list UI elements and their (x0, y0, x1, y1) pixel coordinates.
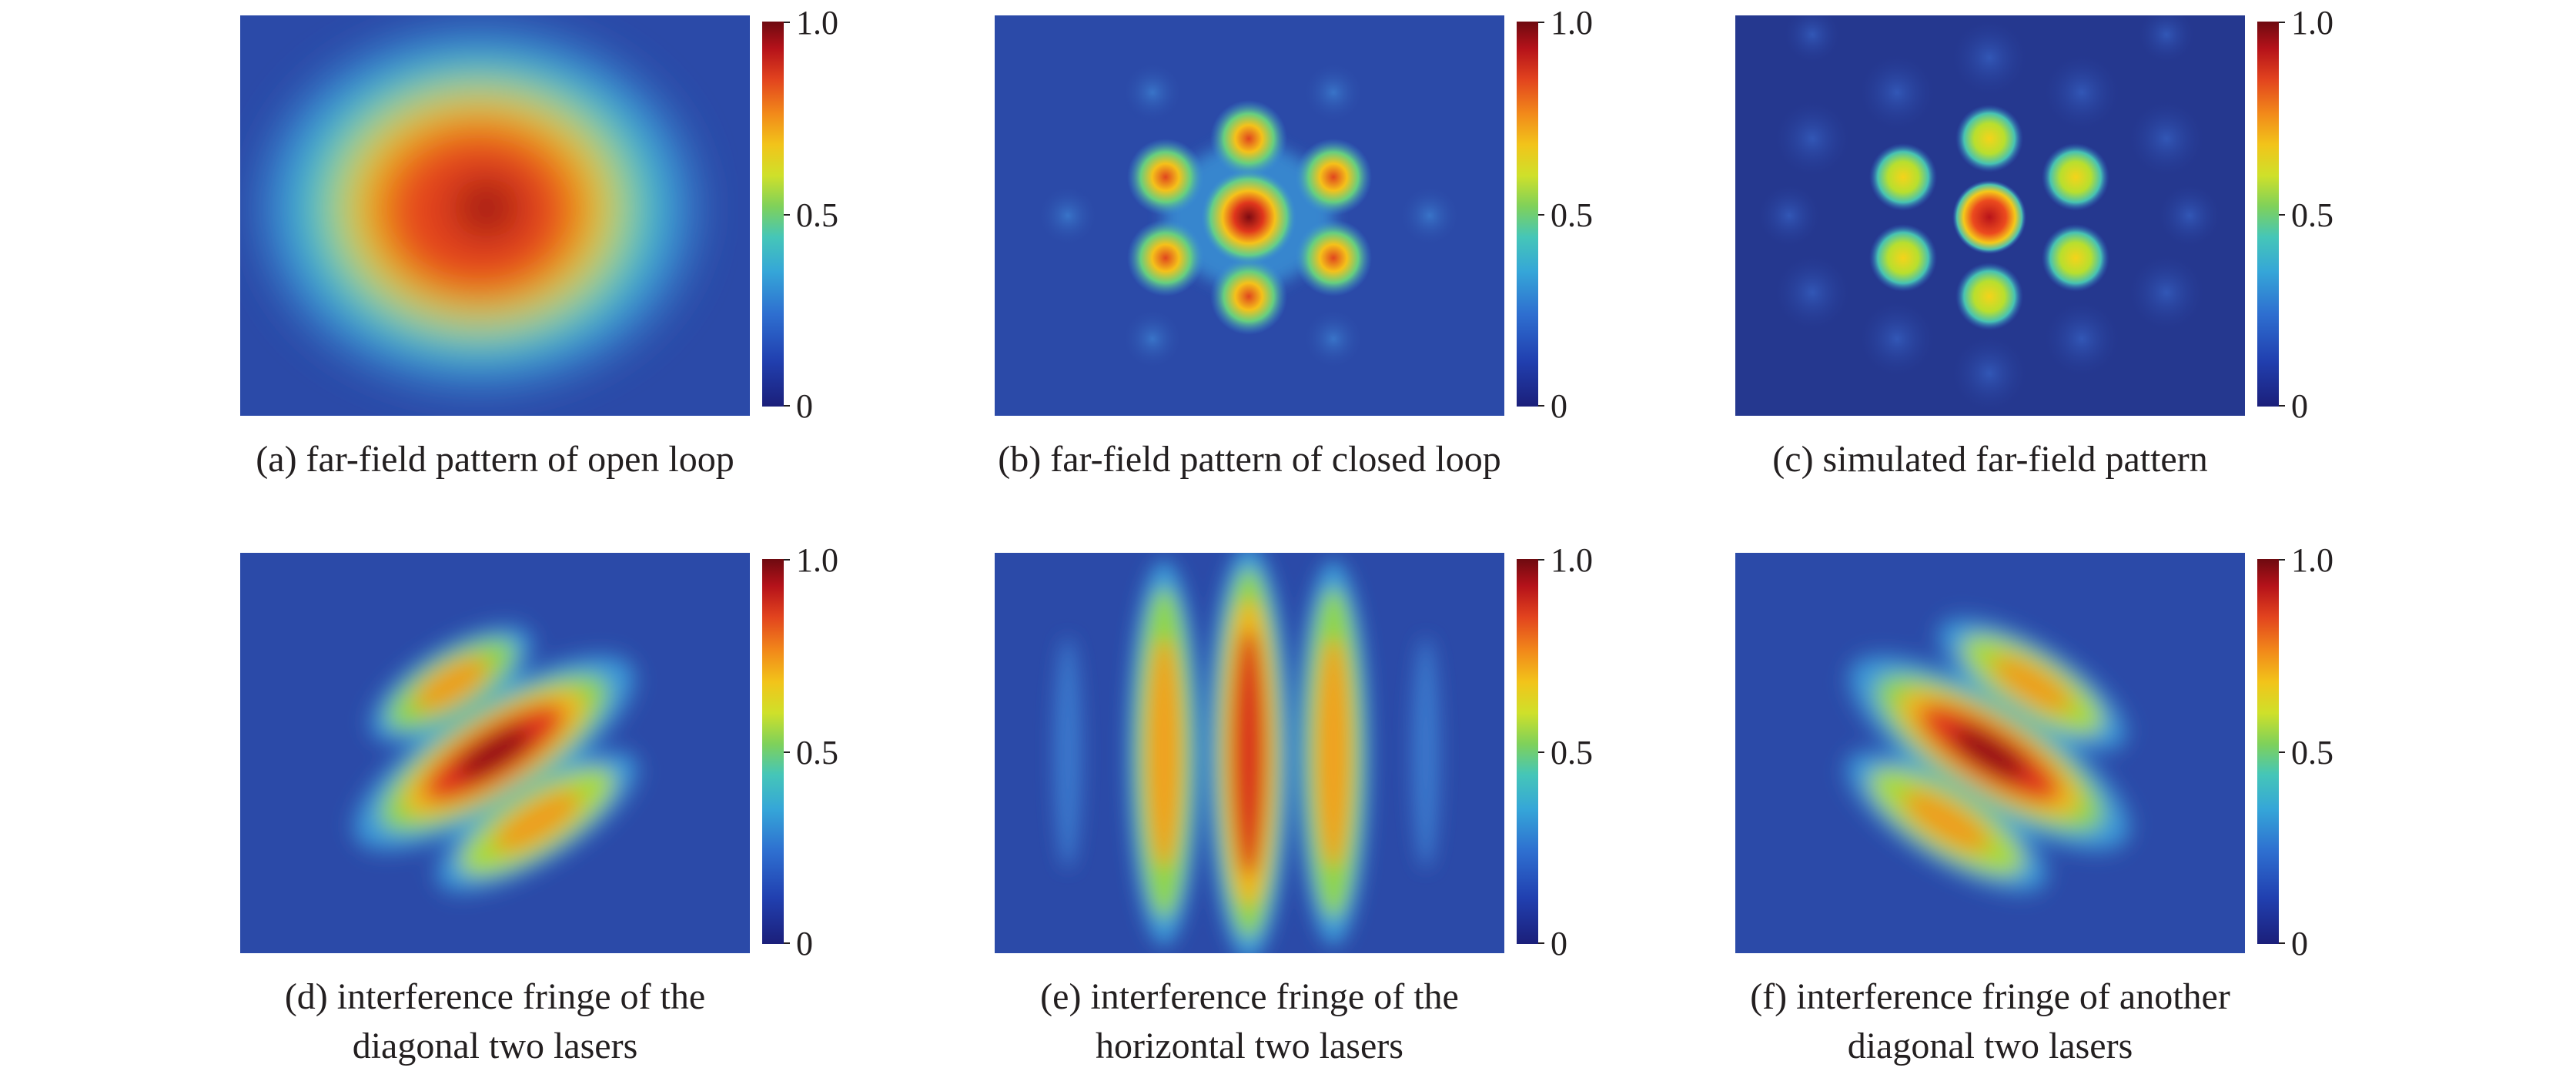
colorbar-tick (1538, 405, 1544, 407)
colorbar-tick (1538, 214, 1544, 216)
heatmap-a (240, 15, 750, 416)
colorbar-max-label: 1.0 (2291, 4, 2333, 42)
caption-b: (b) far-field pattern of closed loop (998, 439, 1501, 480)
colorbar-tick (2279, 751, 2285, 753)
colorbar-tick (2279, 214, 2285, 216)
panel-b: 1.0 0.5 0 (b) far-field pattern of close… (995, 6, 1734, 524)
colorbar-tick (784, 214, 790, 216)
colorbar-d (762, 559, 784, 944)
panel-f: 1.0 0.5 0 (f) interference fringe of ano… (1735, 544, 2474, 1066)
heatmap-f (1735, 553, 2245, 953)
colorbar-min-label: 0 (1551, 925, 1567, 962)
colorbar-min-label: 0 (796, 925, 813, 962)
colorbar-tick (784, 751, 790, 753)
colorbar-max-label: 1.0 (796, 541, 838, 579)
colorbar-mid-label: 0.5 (2291, 734, 2333, 771)
colorbar-min-label: 0 (2291, 387, 2308, 425)
colorbar-min-label: 0 (2291, 925, 2308, 962)
panel-c: 1.0 0.5 0 (c) simulated far-field patter… (1735, 6, 2474, 524)
colorbar-tick (1538, 22, 1544, 23)
colorbar-tick (784, 942, 790, 944)
colorbar-min-label: 0 (1551, 387, 1567, 425)
colorbar-max-label: 1.0 (796, 4, 838, 42)
colorbar-tick (1538, 942, 1544, 944)
colorbar-mid-label: 0.5 (796, 196, 838, 234)
colorbar-mid-label: 0.5 (1551, 734, 1593, 771)
caption-f: (f) interference fringe of another diago… (1750, 976, 2230, 1066)
heatmap-d (240, 553, 750, 953)
panel-d: 1.0 0.5 0 (d) interference fringe of the… (240, 544, 979, 1066)
heatmap-e (995, 553, 1504, 953)
colorbar-tick (1538, 559, 1544, 561)
colorbar-f (2257, 559, 2279, 944)
heatmap-c (1735, 15, 2245, 416)
caption-e: (e) interference fringe of the horizonta… (1040, 976, 1459, 1066)
caption-a: (a) far-field pattern of open loop (256, 439, 734, 480)
colorbar-tick (2279, 405, 2285, 407)
colorbar-tick (2279, 22, 2285, 23)
colorbar-b (1517, 22, 1538, 407)
colorbar-mid-label: 0.5 (2291, 196, 2333, 234)
colorbar-max-label: 1.0 (1551, 541, 1593, 579)
colorbar-tick (784, 22, 790, 23)
colorbar-e (1517, 559, 1538, 944)
colorbar-tick (2279, 942, 2285, 944)
colorbar-a (762, 22, 784, 407)
colorbar-max-label: 1.0 (2291, 541, 2333, 579)
colorbar-max-label: 1.0 (1551, 4, 1593, 42)
colorbar-mid-label: 0.5 (1551, 196, 1593, 234)
colorbar-tick (1538, 751, 1544, 753)
colorbar-tick (784, 405, 790, 407)
colorbar-c (2257, 22, 2279, 407)
colorbar-tick (784, 559, 790, 561)
colorbar-mid-label: 0.5 (796, 734, 838, 771)
colorbar-tick (2279, 559, 2285, 561)
caption-d: (d) interference fringe of the diagonal … (284, 976, 706, 1066)
colorbar-min-label: 0 (796, 387, 813, 425)
panel-a: 1.0 0.5 0 (a) far-field pattern of open … (240, 6, 979, 524)
caption-c: (c) simulated far-field pattern (1772, 439, 2208, 480)
heatmap-b (995, 15, 1504, 416)
panel-e: 1.0 0.5 0 (e) interference fringe of the… (995, 544, 1734, 1066)
